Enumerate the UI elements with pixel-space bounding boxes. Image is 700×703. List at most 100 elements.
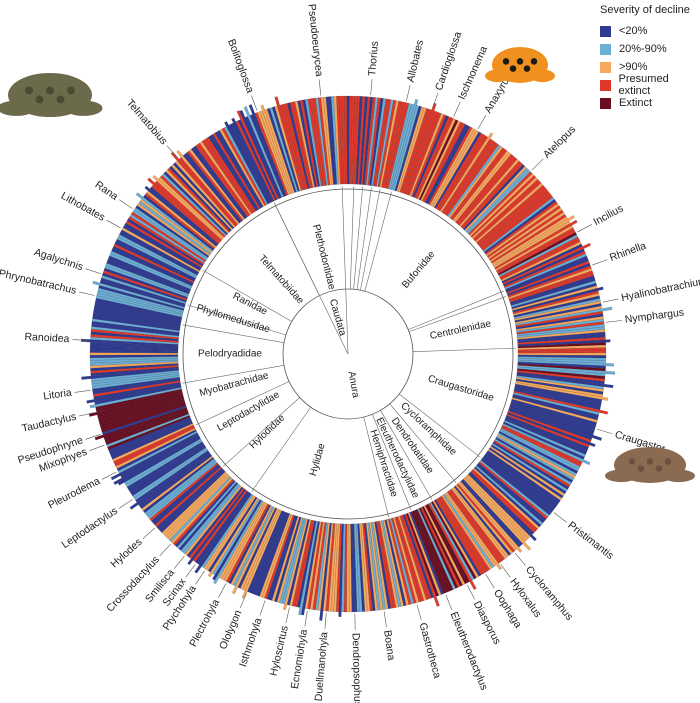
species-bar [152, 175, 224, 241]
species-bar [502, 423, 591, 466]
legend-label: Extinct [619, 97, 653, 109]
species-bar [445, 491, 503, 571]
species-bar [502, 243, 591, 285]
family-boundary-line [364, 191, 392, 292]
genus-label: Allobates [405, 39, 426, 84]
order-label-anura: Anura [346, 370, 362, 399]
genus-label: Hyalinobatrachium [620, 275, 700, 304]
frog-illustration-top-left [0, 73, 103, 117]
species-bar [89, 387, 182, 409]
species-bar [248, 104, 287, 197]
species-bar [298, 520, 319, 616]
species-bar [231, 117, 275, 202]
genus-tick [453, 101, 461, 117]
family-boundary-line [202, 269, 292, 322]
family-boundary-line [389, 403, 457, 483]
species-bar [86, 383, 182, 404]
family-boundary-line [408, 290, 504, 330]
frog-leg [529, 69, 556, 83]
genus-label: Nymphargus [624, 307, 685, 326]
genus-label: Cardioglossa [433, 30, 464, 92]
species-bar [236, 110, 279, 200]
species-bar [176, 150, 240, 225]
family-ring-outline [182, 188, 514, 520]
genus-label: Pseudoeurycea [305, 3, 325, 77]
genus-tick [318, 79, 322, 96]
species-bar [92, 280, 185, 309]
genus-tick [251, 95, 258, 111]
genus-tick [119, 199, 133, 209]
species-bar [81, 338, 179, 347]
genus-tick [602, 298, 619, 303]
family-label: Bufonidae [400, 249, 438, 291]
species-bar [508, 407, 602, 441]
family-boundary-line [380, 410, 433, 500]
genus-tick [285, 607, 290, 623]
species-bar [404, 513, 440, 607]
species-bar [187, 488, 247, 566]
genus-tick [370, 79, 373, 96]
genus-label: Isthmohyla [237, 616, 265, 668]
genus-tick [383, 611, 387, 628]
species-bar [194, 492, 252, 574]
frog-spot [502, 58, 510, 65]
frog-leg [662, 469, 695, 483]
genus-tick [89, 444, 105, 451]
genus-tick [477, 114, 487, 129]
frog-spot [655, 465, 663, 472]
frog-spot [637, 465, 645, 472]
genus-tick [596, 428, 613, 435]
genus-tick [445, 594, 453, 610]
genus-label: Rana [93, 179, 121, 203]
species-bar [135, 192, 214, 253]
family-label: Pelodryadidae [198, 349, 262, 360]
genus-label: Litoria [43, 387, 73, 403]
legend-entry: <20% [600, 22, 700, 40]
genus-tick [159, 543, 171, 557]
species-bar [283, 518, 308, 610]
family-boundary-line [341, 186, 347, 290]
legend: Severity of decline <20% 20%-90% >90% Presu… [600, 4, 700, 112]
genus-label: Pleurodema [46, 475, 102, 511]
genus-label: Gastrotheca [417, 621, 444, 679]
legend-label: >90% [619, 61, 648, 73]
family-boundary-line [182, 324, 285, 344]
genus-tick [432, 92, 439, 109]
species-bar [243, 106, 284, 198]
family-label: Telmatobiidae [256, 253, 306, 307]
frog-leg [485, 69, 511, 83]
genus-tick [106, 219, 121, 229]
family-boundary-line [412, 347, 516, 353]
family-boundary-line [363, 416, 389, 518]
legend-swatch [600, 43, 611, 55]
frog-spot [46, 86, 54, 95]
frog-spot [516, 58, 524, 65]
frog-leg [605, 469, 638, 483]
frog-illustration-atelopus [485, 47, 556, 83]
species-bar [319, 522, 332, 621]
frog-spot [35, 95, 44, 104]
species-bar [428, 502, 477, 590]
genus-tick [195, 570, 205, 585]
genus-tick [239, 593, 247, 609]
genus-label: Hylodes [108, 536, 144, 570]
genus-label: Plectrohyla [187, 597, 222, 649]
family-label: Hylodidae [248, 412, 288, 451]
genus-tick [218, 583, 227, 598]
frog-spot [664, 458, 672, 465]
species-bar [212, 499, 262, 581]
species-bar [239, 110, 281, 199]
genus-tick [416, 604, 422, 621]
species-bar [224, 121, 270, 205]
genus-tick [500, 564, 511, 578]
genus-tick [259, 600, 266, 616]
legend-entry: >90% [600, 58, 700, 76]
legend-swatch [600, 97, 611, 109]
genus-tick [324, 613, 327, 630]
legend-swatch [600, 61, 611, 73]
species-bar [492, 215, 575, 267]
species-bar [94, 407, 188, 441]
genus-label: Ischnonema [456, 44, 490, 101]
family-boundary-line [356, 187, 372, 290]
